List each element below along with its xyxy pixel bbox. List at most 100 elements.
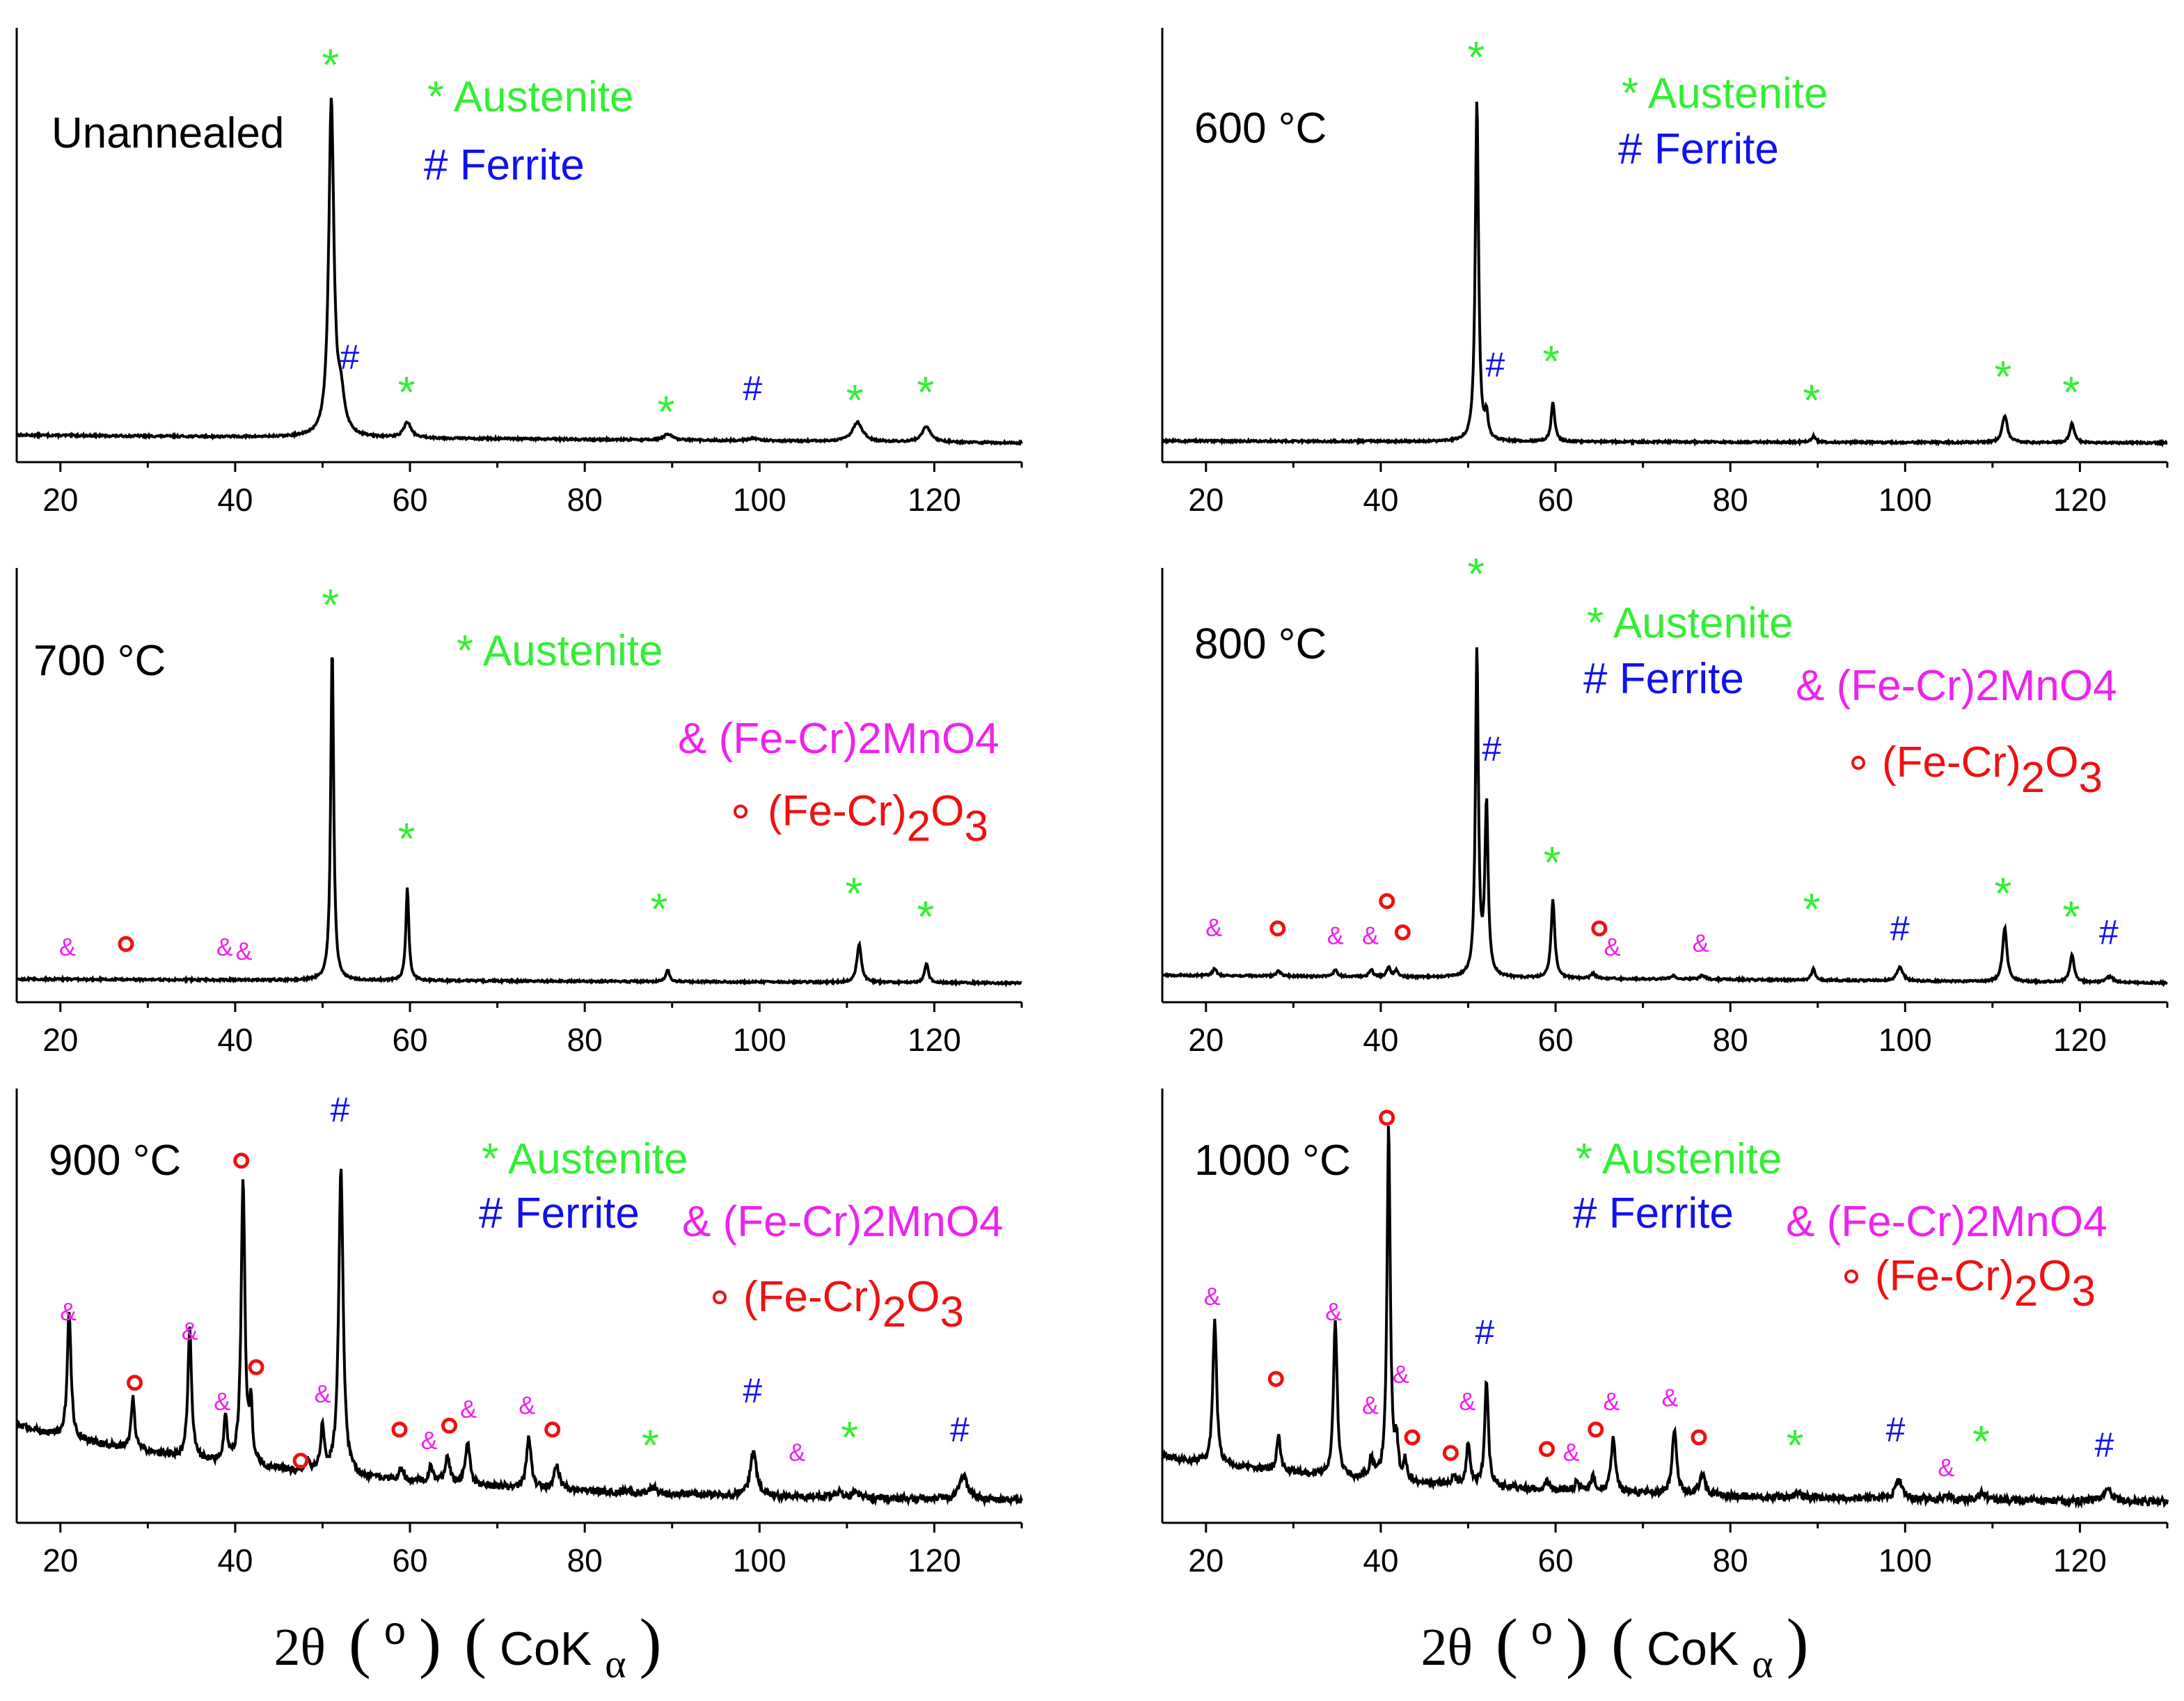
x-tick-label: 80 xyxy=(1713,1542,1748,1579)
legend-ferrite: # Ferrite xyxy=(479,1189,640,1237)
hematite-marker xyxy=(391,1421,408,1438)
x-tick-label: 20 xyxy=(1188,1022,1224,1058)
xlabel-theta: 2θ xyxy=(274,1618,325,1677)
x-tick-label: 120 xyxy=(908,482,961,518)
x-tick-label: 60 xyxy=(392,1542,427,1579)
legend-hematite: (Fe-Cr)2O3 xyxy=(1882,738,2103,802)
panel-600c: 20 40 60 80 100 120 600 °C * Austenite # Ferri… xyxy=(1161,28,2169,518)
spinel-marker: & xyxy=(216,933,233,961)
xrd-trace xyxy=(1161,1125,2169,1510)
xlabel-source-close: ) xyxy=(640,1605,662,1679)
ferrite-marker: # xyxy=(1485,345,1505,384)
spinel-marker: & xyxy=(421,1426,438,1455)
legend-ferrite: # Ferrite xyxy=(1618,125,1779,173)
legend-austenite: * Austenite xyxy=(1622,70,1828,118)
xlabel-paren-open: ( xyxy=(1496,1605,1518,1679)
x-tick-label: 100 xyxy=(733,1022,786,1058)
hematite-marker xyxy=(1442,1445,1459,1462)
x-tick-label: 20 xyxy=(42,482,78,518)
legend-spinel: & (Fe-Cr)2MnO4 xyxy=(678,715,999,763)
x-tick-label: 40 xyxy=(1363,482,1398,518)
spinel-marker: & xyxy=(519,1391,535,1420)
austenite-marker: * xyxy=(1803,375,1820,425)
axes: 20 40 60 80 100 120 xyxy=(1161,28,2169,518)
spinel-marker: & xyxy=(1393,1360,1409,1389)
austenite-marker: * xyxy=(657,387,674,437)
austenite-marker: * xyxy=(398,814,416,864)
axes: 20 40 60 80 100 120 xyxy=(1161,568,2169,1058)
hematite-marker xyxy=(1379,893,1395,910)
x-tick-label: 100 xyxy=(1878,1542,1932,1579)
phase-legend: * Austenite # Ferrite & (Fe-Cr)2MnO4 (Fe-Cr… xyxy=(479,1135,1004,1336)
austenite-marker: * xyxy=(846,375,864,425)
xlabel-source-sub: α xyxy=(1752,1641,1773,1686)
legend-hematite: (Fe-Cr)2O3 xyxy=(1875,1252,2096,1315)
x-tick-label: 40 xyxy=(1363,1542,1398,1579)
austenite-marker: * xyxy=(841,1412,858,1462)
hematite-marker xyxy=(292,1453,309,1469)
x-axis-label-right: 2θ ( o ) ( CoK α ) xyxy=(1421,1597,1808,1689)
peak-markers: & & &*#*& &* #* * # xyxy=(1205,548,2119,961)
austenite-marker: * xyxy=(650,884,667,934)
axes: 20 40 60 80 100 120 xyxy=(1161,1089,2169,1579)
x-tick-label: 100 xyxy=(733,482,786,518)
x-tick-label: 60 xyxy=(1537,1022,1573,1058)
panel-label: 900 °C xyxy=(49,1137,181,1185)
panel-900c: 20 40 60 80 100 120 900 °C * Austenite # Ferri… xyxy=(15,1089,1023,1579)
austenite-marker: * xyxy=(1803,884,1820,934)
legend-austenite: * Austenite xyxy=(1587,599,1793,647)
peak-markers: &&&&&#&& &* #&* # xyxy=(1204,1109,2114,1482)
ferrite-marker: # xyxy=(340,338,359,377)
legend-hematite-circle-icon xyxy=(713,1290,727,1304)
x-tick-label: 100 xyxy=(733,1542,786,1579)
x-tick-label: 40 xyxy=(1363,1022,1398,1058)
hematite-marker xyxy=(1379,1109,1395,1126)
xlabel-source-main: CoK xyxy=(500,1622,592,1675)
hematite-marker xyxy=(118,935,134,952)
panel-label: 600 °C xyxy=(1194,104,1327,152)
x-tick-label: 40 xyxy=(217,482,253,518)
x-tick-label: 120 xyxy=(2053,482,2107,518)
hematite-marker xyxy=(127,1375,143,1391)
phase-legend: * Austenite # Ferrite xyxy=(424,73,633,189)
hematite-marker xyxy=(1691,1429,1707,1446)
ferrite-marker: # xyxy=(1482,729,1501,768)
xlabel-source-main: CoK xyxy=(1647,1622,1739,1675)
panel-700c: 20 40 60 80 100 120 700 °C * Austenite & (Fe-C… xyxy=(15,568,1023,1058)
panel-label: 700 °C xyxy=(33,637,166,685)
xrd-trace xyxy=(15,656,1022,988)
spinel-marker: & xyxy=(460,1395,477,1423)
x-tick-label: 60 xyxy=(392,482,427,518)
austenite-marker: * xyxy=(1972,1416,1990,1466)
austenite-marker: * xyxy=(1467,32,1485,82)
x-tick-label: 20 xyxy=(1188,482,1224,518)
xlabel-source-close: ) xyxy=(1787,1605,1809,1679)
spinel-marker: & xyxy=(789,1438,805,1466)
x-tick-label: 100 xyxy=(1878,482,1932,518)
hematite-marker xyxy=(1404,1429,1421,1446)
spinel-marker: & xyxy=(1204,1282,1221,1311)
spinel-marker: & xyxy=(214,1387,230,1416)
legend-spinel: & (Fe-Cr)2MnO4 xyxy=(1786,1198,2107,1246)
spinel-marker: & xyxy=(235,937,252,965)
peak-markers: & & &*** * * xyxy=(59,580,935,965)
austenite-marker: * xyxy=(1994,869,2011,919)
spinel-marker: & xyxy=(1692,929,1709,958)
legend-spinel: & (Fe-Cr)2MnO4 xyxy=(682,1198,1004,1246)
x-tick-label: 20 xyxy=(1188,1542,1224,1579)
legend-austenite: * Austenite xyxy=(457,627,663,675)
x-axis-label-left: 2θ ( o ) ( CoK α ) xyxy=(274,1597,661,1689)
austenite-marker: * xyxy=(917,367,934,418)
legend-austenite: * Austenite xyxy=(427,73,633,121)
peak-markers: &&& &#&& &*#& * # xyxy=(60,1091,970,1471)
x-tick-label: 120 xyxy=(908,1542,961,1579)
hematite-marker xyxy=(248,1359,264,1375)
panel-1000c: 20 40 60 80 100 120 1000 °C * Austenite # Ferr… xyxy=(1161,1089,2169,1579)
austenite-marker: * xyxy=(1787,1420,1804,1470)
hematite-marker xyxy=(1267,1370,1284,1387)
legend-ferrite: # Ferrite xyxy=(1583,655,1744,703)
austenite-marker: * xyxy=(2062,892,2080,942)
spinel-marker: & xyxy=(182,1317,198,1345)
austenite-marker: * xyxy=(1544,837,1561,887)
peak-markers: * # * * * * xyxy=(1467,32,2080,425)
